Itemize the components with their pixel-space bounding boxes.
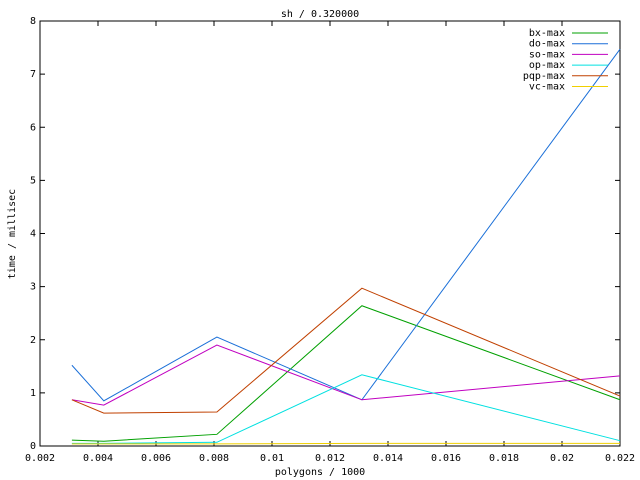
x-tick-label: 0.012 bbox=[315, 453, 345, 464]
y-tick-label: 6 bbox=[30, 122, 36, 133]
y-tick-label: 5 bbox=[30, 175, 36, 186]
legend-label: vc-max bbox=[529, 82, 565, 93]
legend-label: pqp-max bbox=[523, 71, 565, 82]
y-tick-label: 3 bbox=[30, 282, 36, 293]
y-tick-label: 4 bbox=[30, 229, 36, 240]
y-axis-label: time / millisec bbox=[7, 189, 18, 279]
x-tick-label: 0.014 bbox=[373, 453, 403, 464]
y-tick-label: 2 bbox=[30, 335, 36, 346]
legend-label: bx-max bbox=[529, 28, 565, 39]
x-axis-label: polygons / 1000 bbox=[275, 467, 365, 478]
series-line bbox=[71, 374, 621, 444]
series-line bbox=[71, 48, 621, 402]
x-tick-label: 0.022 bbox=[605, 453, 635, 464]
y-tick-label: 1 bbox=[30, 388, 36, 399]
x-tick-label: 0.018 bbox=[489, 453, 519, 464]
y-tick-label: 8 bbox=[30, 16, 36, 27]
y-tick-label: 0 bbox=[30, 441, 36, 452]
x-tick-label: 0.006 bbox=[141, 453, 171, 464]
series-line bbox=[71, 442, 620, 445]
x-tick-label: 0.002 bbox=[25, 453, 55, 464]
legend-label: do-max bbox=[529, 39, 565, 50]
x-tick-label: 0.02 bbox=[550, 453, 574, 464]
chart-title: sh / 0.320000 bbox=[281, 9, 359, 20]
series-line bbox=[71, 305, 621, 442]
x-tick-label: 0.008 bbox=[199, 453, 229, 464]
x-tick-label: 0.01 bbox=[260, 453, 284, 464]
x-tick-label: 0.016 bbox=[431, 453, 461, 464]
series-line bbox=[71, 344, 621, 406]
series-line bbox=[71, 287, 621, 414]
legend-label: so-max bbox=[529, 49, 565, 60]
y-tick-label: 7 bbox=[30, 69, 36, 80]
legend-label: op-max bbox=[529, 60, 565, 71]
x-tick-label: 0.004 bbox=[83, 453, 113, 464]
